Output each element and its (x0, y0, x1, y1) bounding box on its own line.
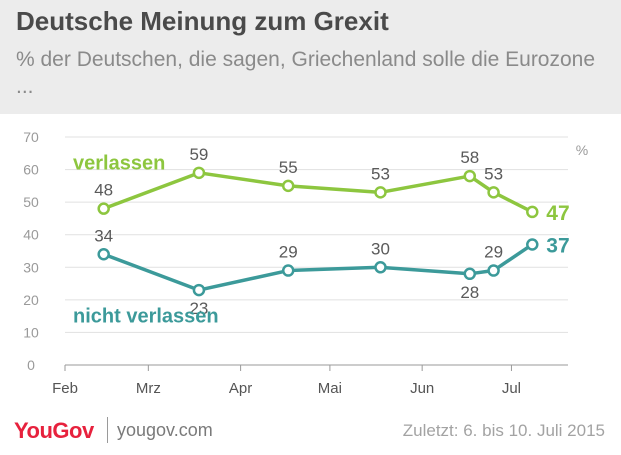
line-chart: 0 10 20 30 40 50 60 70% Feb Mrz Apr Mai Jun Jul 48 59 55… (23, 129, 588, 397)
data-point (463, 267, 477, 281)
data-point (281, 264, 295, 277)
y-tick-label: 50 (23, 194, 39, 210)
data-point (487, 186, 500, 199)
y-tick-label: 20 (23, 292, 39, 308)
y-tick-label: 70 (23, 129, 39, 145)
data-label: 23 (189, 299, 208, 318)
data-point (374, 186, 387, 199)
data-label: 29 (279, 243, 298, 262)
yougov-logo: YouGov (14, 418, 94, 443)
data-label: 29 (484, 243, 503, 262)
x-tick-label: Mrz (136, 380, 161, 397)
footer-divider (107, 417, 108, 443)
chart-title: Deutsche Meinung zum Grexit (16, 6, 389, 36)
data-label: 53 (484, 164, 503, 183)
chart-header: Deutsche Meinung zum Grexit % der Deutsc… (0, 0, 621, 114)
series-name-label: verlassen (73, 153, 165, 175)
end-value-label: 37 (546, 234, 569, 257)
y-tick-label: 10 (23, 324, 39, 340)
footer-date-note: Zuletzt: 6. bis 10. Juli 2015 (402, 421, 605, 440)
x-tick-label: Apr (229, 380, 252, 397)
data-label: 30 (371, 239, 390, 258)
data-point (192, 283, 206, 297)
x-tick-label: Feb (52, 380, 78, 397)
x-tick-label: Jun (410, 380, 434, 397)
data-label: 28 (460, 283, 479, 302)
data-point (526, 205, 539, 219)
data-point (374, 261, 387, 274)
data-point (281, 179, 295, 193)
unit-label: % (576, 142, 588, 158)
data-label: 53 (371, 164, 390, 183)
data-point (97, 202, 110, 215)
data-point (192, 166, 206, 180)
y-tick-label: 30 (23, 259, 39, 275)
x-tick-label: Mai (318, 380, 342, 397)
data-label: 58 (460, 148, 479, 167)
data-point (526, 238, 539, 251)
y-tick-label: 0 (27, 357, 35, 373)
data-label: 48 (94, 181, 113, 200)
footer-url[interactable]: yougov.com (117, 420, 213, 440)
data-point (487, 264, 500, 277)
data-label: 59 (189, 145, 208, 164)
data-label: 34 (94, 226, 113, 245)
y-tick-label: 40 (23, 227, 39, 243)
end-value-label: 47 (546, 202, 569, 225)
data-label: 55 (279, 158, 298, 177)
data-point (97, 248, 110, 261)
series-name-label: nicht verlassen (73, 306, 219, 328)
x-tick-label: Jul (502, 380, 521, 397)
chart-subtitle: % der Deutschen, die sagen, Griechenland… (16, 48, 596, 98)
y-tick-label: 60 (23, 162, 39, 178)
data-point (463, 169, 477, 183)
